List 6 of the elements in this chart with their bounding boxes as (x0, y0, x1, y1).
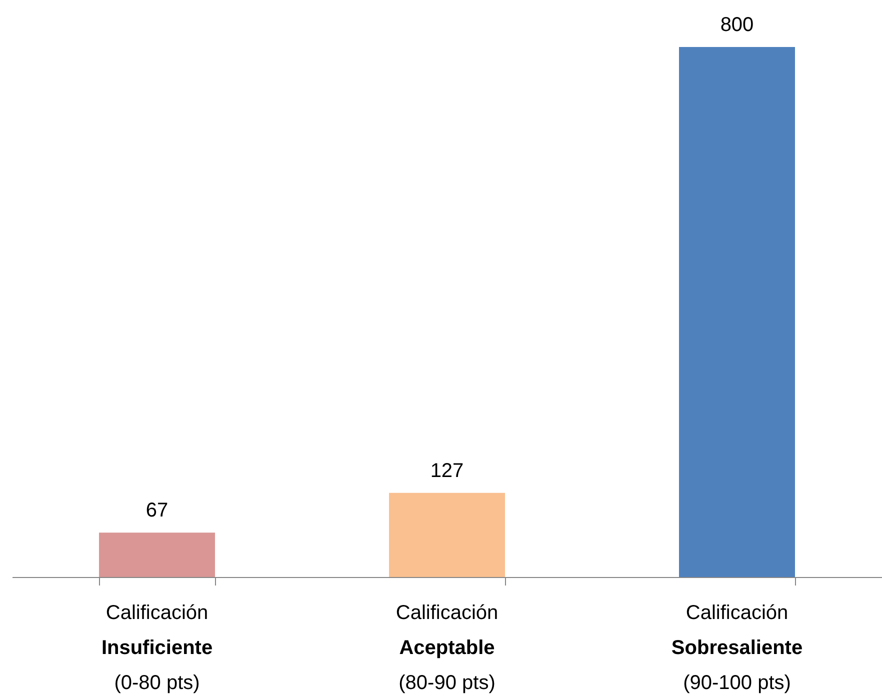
category-label: Calificación Aceptable (80-90 pts) (396, 602, 498, 694)
category-label: Calificación Sobresaliente (90-100 pts) (671, 602, 803, 694)
category-label: Calificación Insuficiente (0-80 pts) (101, 602, 213, 694)
data-label: 800 (720, 14, 754, 36)
data-label: 67 (146, 500, 168, 522)
data-label: 127 (430, 460, 464, 482)
